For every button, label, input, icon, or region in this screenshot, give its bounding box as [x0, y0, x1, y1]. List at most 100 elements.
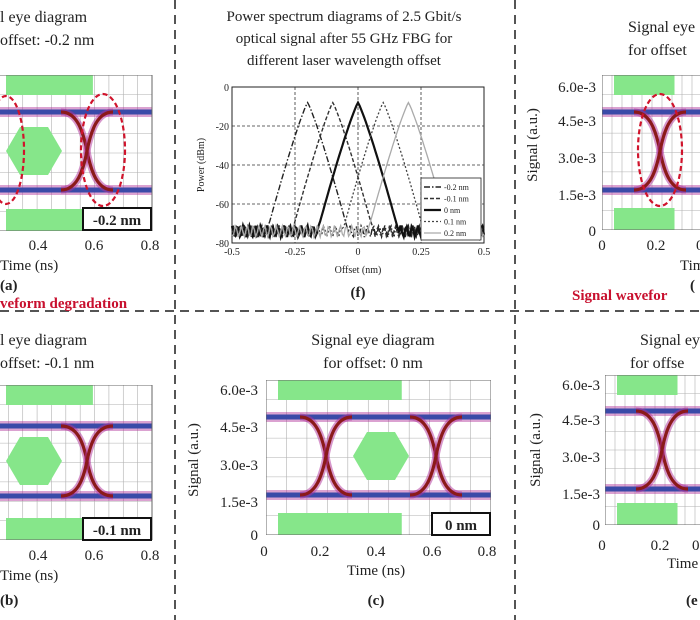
eye-crossing-rise	[60, 424, 114, 498]
eye-mask-top	[6, 385, 93, 405]
y-tick-d-4: 0	[589, 224, 597, 240]
panel-c-title-line2: for offset: 0 nm	[323, 355, 423, 372]
degradation-ellipse-a-right	[79, 92, 127, 208]
panel-b-title-line1: l eye diagram	[0, 332, 88, 349]
x-tick-f-1: -0.25	[285, 247, 306, 258]
x-tick-f-0: -0.5	[224, 247, 240, 258]
y-tick-f-3: -60	[216, 200, 229, 211]
offset-box-a	[82, 207, 152, 231]
x-label-b: Time (ns)	[0, 568, 58, 584]
x-label-f: Offset (nm)	[335, 265, 382, 276]
x-tick-c-4: 0.8	[478, 544, 497, 560]
x-tick-c-3: 0.6	[423, 544, 442, 560]
panel-a: l eye diagram offset: -0.2 nm -0.2 nm 0.…	[0, 9, 159, 312]
eye-plot-d	[602, 75, 700, 230]
eye-mask-bottom	[6, 209, 93, 231]
eye-mask-top	[278, 380, 402, 400]
panel-d-title-line1: Signal eye	[628, 19, 695, 36]
legend-label-4: 0.2 nm	[444, 229, 467, 238]
eye-rail-low	[602, 187, 700, 193]
panel-c: Signal eye diagram for offset: 0 nm 0 nm…	[186, 332, 496, 609]
y-label-f: Power (dBm)	[196, 138, 207, 192]
offset-label-c: 0 nm	[445, 518, 478, 534]
x-tick-d-0: 0	[598, 238, 606, 254]
x-tick-b-0: 0.4	[29, 548, 48, 564]
eye-mask-top	[6, 75, 93, 95]
eye-mask-center	[6, 127, 62, 175]
eye-rail-high	[0, 109, 152, 115]
y-tick-c-1: 4.5e-3	[220, 420, 258, 436]
y-tick-d-3: 1.5e-3	[558, 188, 596, 204]
y-tick-f-2: -40	[216, 161, 229, 172]
y-tick-c-0: 6.0e-3	[220, 383, 258, 399]
y-tick-c-3: 1.5e-3	[220, 495, 258, 511]
eye-crossing-rise	[299, 415, 353, 497]
panel-e-title-line1: Signal ey	[640, 332, 700, 349]
panel-letter-b: (b)	[0, 593, 18, 609]
x-tick-e-2: 0	[692, 538, 700, 554]
legend-label-2: 0 nm	[444, 206, 461, 215]
x-tick-a-1: 0.6	[85, 238, 104, 254]
panel-letter-f: (f)	[351, 285, 366, 301]
chart-title-line3: different laser wavelength offset	[247, 53, 442, 69]
eye-rail-low	[0, 187, 152, 193]
eye-rail-high	[602, 109, 700, 115]
plot-frame	[0, 385, 153, 540]
y-tick-d-0: 6.0e-3	[558, 80, 596, 96]
x-tick-f-3: 0.25	[412, 247, 430, 258]
x-tick-a-0: 0.4	[29, 238, 48, 254]
chart-title-line1: Power spectrum diagrams of 2.5 Gbit/s	[227, 9, 462, 25]
degradation-note-a: veform degradation	[0, 296, 128, 312]
x-tick-f-4: 0.5	[478, 247, 491, 258]
panel-e: Signal ey for offse 6.0e-3 4.5e-3 3.0e-3…	[528, 332, 700, 609]
x-label-a: Time (ns)	[0, 258, 58, 274]
eye-plot-e	[605, 375, 700, 525]
panel-d: Signal eye for offset 6.0e-3 4.5e-3 3.0e…	[525, 19, 700, 304]
panel-a-title-line2: offset: -0.2 nm	[0, 32, 95, 49]
panel-e-title-line2: for offse	[630, 355, 684, 372]
panel-b: l eye diagram offset: -0.1 nm -0.1 nm 0.…	[0, 332, 159, 609]
x-label-c: Time (ns)	[347, 563, 405, 579]
x-tick-d-1: 0.2	[647, 238, 666, 254]
eye-mask-bottom	[6, 518, 93, 540]
legend-label-3: 0.1 nm	[444, 218, 467, 227]
y-label-d: Signal (a.u.)	[525, 108, 541, 182]
offset-label-a: -0.2 nm	[93, 213, 142, 229]
panel-f: Power spectrum diagrams of 2.5 Gbit/s op…	[196, 9, 490, 301]
panel-d-title-line2: for offset	[628, 42, 687, 59]
panel-a-title-line1: l eye diagram	[0, 9, 88, 26]
y-tick-d-1: 4.5e-3	[558, 114, 596, 130]
legend-label-1: -0.1 nm	[444, 195, 470, 204]
eye-mask-top	[617, 375, 678, 395]
y-label-e: Signal (a.u.)	[528, 413, 544, 487]
y-tick-e-3: 1.5e-3	[562, 487, 600, 503]
x-tick-c-2: 0.4	[367, 544, 386, 560]
eye-mask-bottom	[278, 513, 402, 535]
x-tick-c-1: 0.2	[311, 544, 330, 560]
eye-mask-center	[6, 437, 62, 485]
y-tick-e-1: 4.5e-3	[562, 413, 600, 429]
eye-plot-c	[266, 380, 491, 535]
degradation-ellipse-d	[636, 92, 684, 208]
eye-crossing-rise	[633, 110, 687, 192]
y-tick-f-0: 0	[224, 83, 229, 94]
x-tick-b-1: 0.6	[85, 548, 104, 564]
panel-letter-a: (a)	[0, 278, 18, 294]
y-tick-e-4: 0	[593, 518, 601, 534]
panel-c-title-line1: Signal eye diagram	[311, 332, 435, 349]
panel-letter-c: (c)	[368, 593, 385, 609]
offset-box-c	[431, 512, 491, 536]
y-tick-c-4: 0	[251, 528, 259, 544]
eye-mask-center	[353, 432, 409, 480]
y-tick-c-2: 3.0e-3	[220, 458, 258, 474]
x-tick-b-2: 0.8	[141, 548, 160, 564]
x-label-d: Tim	[680, 258, 700, 274]
eye-crossing-rise	[409, 415, 463, 497]
x-tick-e-1: 0.2	[651, 538, 670, 554]
x-tick-a-2: 0.8	[141, 238, 160, 254]
eye-crossing-rise	[635, 409, 689, 491]
y-tick-e-0: 6.0e-3	[562, 378, 600, 394]
